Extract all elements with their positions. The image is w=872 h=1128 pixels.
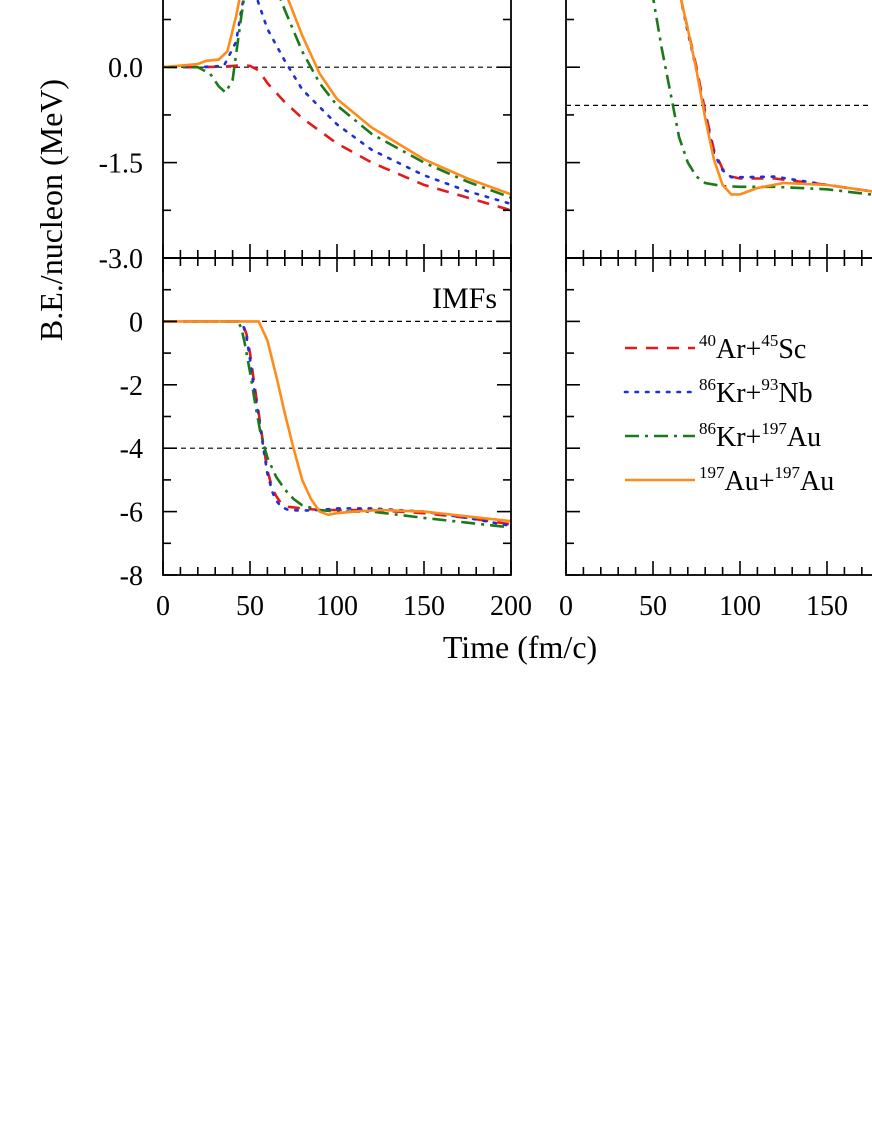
x-tick-label: 150	[806, 591, 848, 622]
panel-frame	[162, 0, 512, 259]
legend-label: 197Au+197Au	[699, 463, 834, 497]
y-tick-label: -4	[120, 434, 143, 465]
y-tick-label: 0	[129, 307, 143, 338]
series-line-197Au+197Au	[679, 0, 872, 196]
x-axis-title: Time (fm/c)	[443, 629, 597, 665]
panel-bottom-right	[565, 257, 872, 576]
panel-top-right	[565, 0, 872, 259]
legend-entry: 86Kr+93Nb	[623, 375, 813, 409]
series-line-86Kr+93Nb	[679, 0, 872, 193]
legend-entry: 86Kr+197Au	[625, 419, 821, 453]
panel-frame	[565, 0, 872, 259]
x-tick-label: 0	[559, 591, 573, 622]
x-tick-label: 50	[639, 591, 667, 622]
x-tick-label: 200	[490, 591, 532, 622]
x-tick-label: 150	[403, 591, 445, 622]
legend-entry: 197Au+197Au	[625, 463, 834, 497]
y-tick-label: -3.0	[99, 244, 143, 275]
y-tick-label: -2	[120, 371, 143, 402]
series-line-86Kr+93Nb	[163, 0, 511, 206]
series-line-40Ar+45Sc	[679, 0, 872, 193]
legend-label: 40Ar+45Sc	[699, 331, 806, 365]
series-line-86Kr+197Au	[163, 320, 511, 529]
series-line-86Kr+93Nb	[163, 320, 511, 528]
panel-top-left	[162, 0, 512, 259]
series-line-40Ar+45Sc	[163, 320, 511, 526]
series-line-86Kr+197Au	[163, 0, 511, 199]
x-tick-label: 50	[236, 591, 264, 622]
legend-label: 86Kr+197Au	[699, 419, 821, 453]
x-tick-label: 100	[316, 591, 358, 622]
legend: 40Ar+45Sc 86Kr+93Nb 86Kr+197Au 197Au+197Au	[623, 331, 834, 497]
y-tick-label: -8	[120, 561, 143, 592]
y-tick-label: -6	[120, 498, 143, 529]
series-line-197Au+197Au	[163, 320, 511, 523]
panels: -3.0-1.50.01.5IMFs-8-6-4-200501001502000…	[99, 0, 872, 622]
y-axis-title: B.E./nucleon (MeV)	[33, 79, 69, 341]
series-line-86Kr+197Au	[652, 0, 872, 196]
panel-frame	[565, 257, 872, 576]
legend-label: 86Kr+93Nb	[699, 375, 813, 409]
x-tick-label: 0	[156, 591, 170, 622]
series-line-40Ar+45Sc	[163, 63, 511, 212]
panel-label: IMFs	[432, 282, 497, 315]
y-tick-label: -1.5	[99, 149, 143, 180]
panel-bottom-left: IMFs	[162, 257, 512, 576]
legend-entry: 40Ar+45Sc	[625, 331, 806, 365]
x-tick-label: 100	[719, 591, 761, 622]
series-line-197Au+197Au	[163, 0, 511, 196]
y-tick-label: 0.0	[108, 53, 143, 84]
